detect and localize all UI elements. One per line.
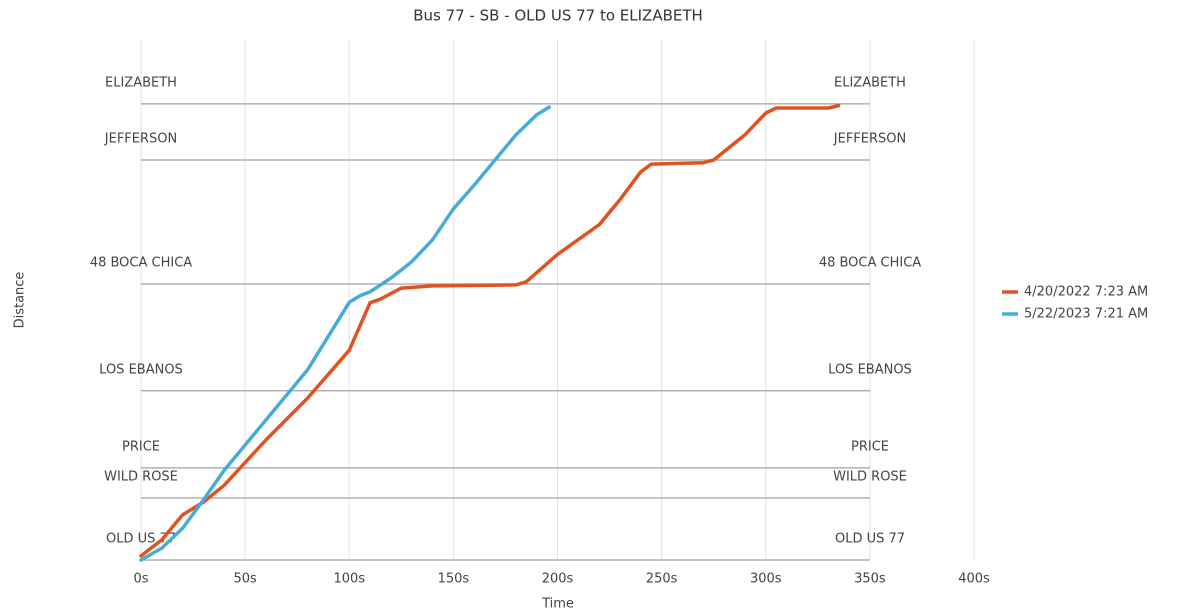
stop-label: WILD ROSE — [833, 469, 907, 484]
series-line — [139, 105, 551, 562]
x-tick-label: 0s — [133, 572, 148, 587]
stop-label: WILD ROSE — [104, 469, 178, 484]
x-tick-label: 300s — [750, 572, 782, 587]
x-tick-label: 400s — [958, 572, 990, 587]
legend-label: 5/22/2023 7:21 AM — [1024, 307, 1148, 322]
stop-label: OLD US 77 — [835, 532, 905, 547]
y-axis-label: Distance — [13, 272, 28, 329]
series-line — [139, 103, 841, 558]
stop-label: 48 BOCA CHICA — [819, 256, 921, 271]
x-tick-label: 100s — [333, 572, 365, 587]
stop-label: LOS EBANOS — [99, 362, 183, 377]
legend-label: 4/20/2022 7:23 AM — [1024, 285, 1148, 300]
chart-title: Bus 77 - SB - OLD US 77 to ELIZABETH — [413, 7, 703, 25]
stop-label: 48 BOCA CHICA — [90, 256, 192, 271]
stop-label: PRICE — [851, 439, 889, 454]
x-tick-label: 350s — [854, 572, 886, 587]
x-tick-label: 50s — [233, 572, 257, 587]
stop-label: PRICE — [122, 439, 160, 454]
x-axis-label: Time — [541, 597, 574, 612]
x-tick-label: 250s — [646, 572, 678, 587]
stop-label: JEFFERSON — [104, 131, 177, 146]
stop-label: ELIZABETH — [834, 75, 906, 90]
stop-label: ELIZABETH — [105, 75, 177, 90]
x-tick-label: 200s — [542, 572, 574, 587]
stop-label: LOS EBANOS — [828, 362, 912, 377]
stop-label: JEFFERSON — [833, 131, 906, 146]
x-tick-label: 150s — [438, 572, 470, 587]
